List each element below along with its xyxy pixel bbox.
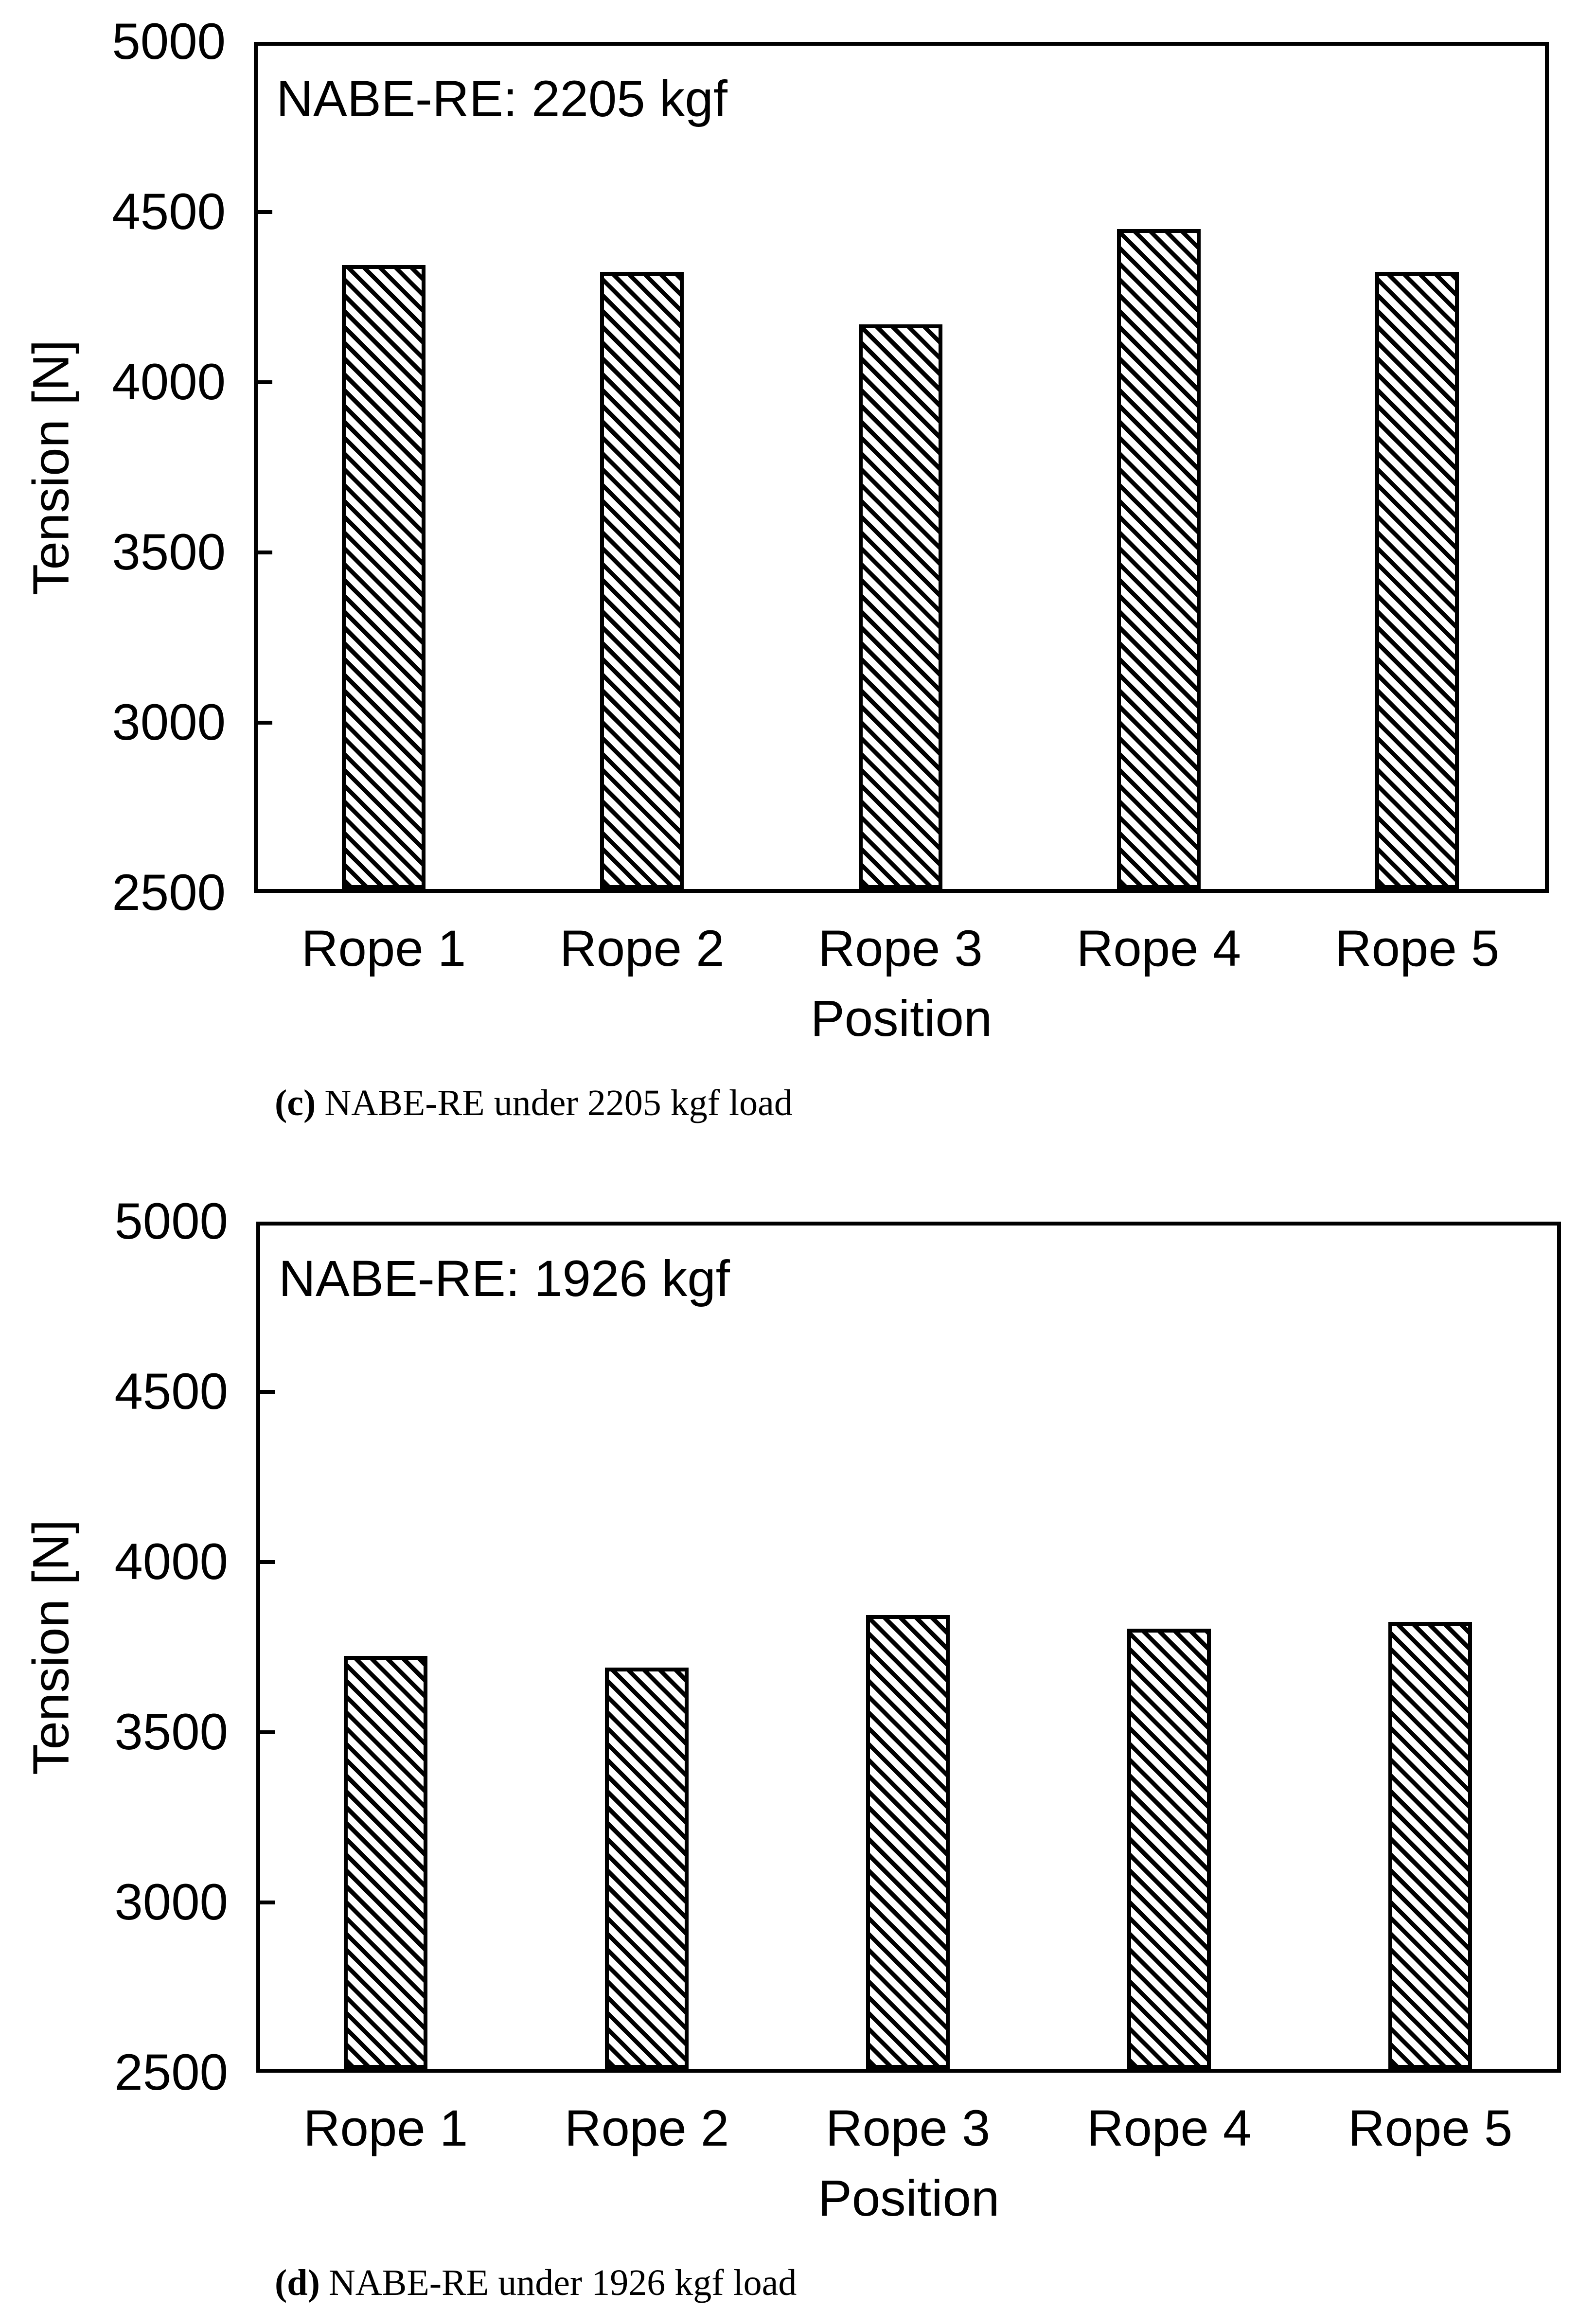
- plot-inner-d: NABE-RE: 1926 kgf: [260, 1226, 1557, 2069]
- caption-text-c: NABE-RE under 2205 kgf load: [324, 1083, 793, 1123]
- x-tick-label: Rope 5: [1348, 2100, 1513, 2157]
- bar-rope-2: [605, 1668, 689, 2069]
- bar-rope-4: [1117, 229, 1201, 889]
- y-tick-label: 3000: [112, 694, 226, 751]
- y-axis-title-d: Tension [N]: [22, 1519, 80, 1775]
- y-tick-mark: [258, 380, 272, 384]
- figure-caption-d: (d) NABE-RE under 1926 kgf load: [275, 2260, 797, 2306]
- bar-rope-4: [1127, 1628, 1211, 2069]
- bar-rope-5: [1375, 271, 1459, 889]
- plot-inner-c: NABE-RE: 2205 kgf: [258, 46, 1545, 889]
- caption-text-d: NABE-RE under 1926 kgf load: [328, 2262, 797, 2303]
- y-tick-label: 3500: [112, 524, 226, 581]
- x-axis-title-d: Position: [817, 2170, 1000, 2227]
- y-tick-mark: [258, 210, 272, 214]
- bar-rope-1: [342, 265, 426, 889]
- figure-caption-c: (c) NABE-RE under 2205 kgf load: [275, 1080, 793, 1126]
- y-tick-label: 4500: [112, 183, 226, 240]
- panel-label-d: (d): [275, 2262, 320, 2303]
- y-tick-label: 3000: [114, 1874, 228, 1931]
- x-tick-label: Rope 2: [564, 2100, 729, 2157]
- y-tick-label: 2500: [112, 864, 226, 921]
- bar-rope-1: [344, 1655, 427, 2069]
- x-tick-label: Rope 1: [301, 920, 466, 977]
- bar-rope-2: [600, 271, 684, 889]
- y-tick-mark: [258, 721, 272, 725]
- x-tick-label: Rope 4: [1086, 2100, 1252, 2157]
- bar-rope-5: [1388, 1621, 1472, 2069]
- plot-title-c: NABE-RE: 2205 kgf: [276, 71, 727, 127]
- x-tick-label: Rope 4: [1076, 920, 1241, 977]
- plot-area-d: NABE-RE: 1926 kgf: [256, 1222, 1561, 2073]
- y-tick-label: 2500: [114, 2044, 228, 2101]
- x-tick-label: Rope 3: [818, 920, 983, 977]
- y-tick-mark: [260, 1730, 275, 1734]
- y-tick-label: 4500: [114, 1363, 228, 1420]
- plot-area-c: NABE-RE: 2205 kgf: [254, 42, 1549, 893]
- bar-rope-3: [858, 324, 942, 889]
- y-tick-mark: [258, 551, 272, 554]
- x-axis-title-c: Position: [810, 990, 993, 1047]
- x-tick-label: Rope 2: [559, 920, 725, 977]
- x-tick-label: Rope 5: [1334, 920, 1500, 977]
- y-tick-label: 4000: [114, 1533, 228, 1590]
- panel-label-c: (c): [275, 1083, 316, 1123]
- y-tick-label: 5000: [114, 1193, 228, 1250]
- y-tick-label: 4000: [112, 354, 226, 410]
- plot-title-d: NABE-RE: 1926 kgf: [279, 1250, 730, 1307]
- y-tick-mark: [260, 1901, 275, 1904]
- x-tick-label: Rope 3: [825, 2100, 991, 2157]
- y-tick-label: 5000: [112, 13, 226, 70]
- y-tick-mark: [260, 1560, 275, 1564]
- y-tick-label: 3500: [114, 1704, 228, 1760]
- x-tick-label: Rope 1: [303, 2100, 468, 2157]
- y-tick-mark: [260, 1390, 275, 1394]
- bar-rope-3: [866, 1615, 950, 2069]
